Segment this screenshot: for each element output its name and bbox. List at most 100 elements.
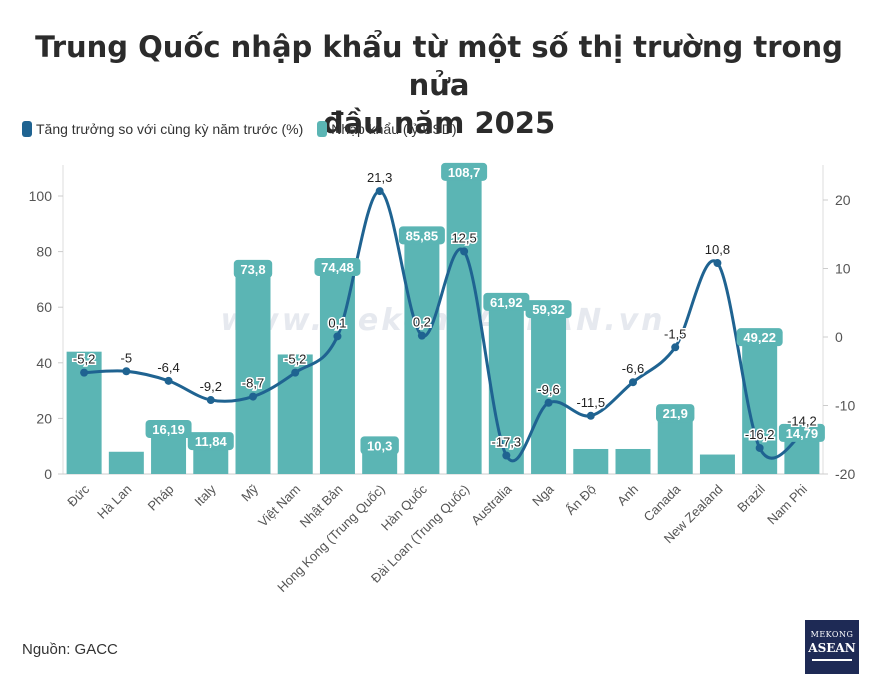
left-tick-label: 20 (36, 410, 52, 426)
chart-title-line-2: đầu năm 2025 (322, 106, 556, 140)
growth-point-5 (249, 392, 257, 401)
growth-value-label: -8,7 (242, 376, 264, 391)
growth-value-label: -6,4 (157, 360, 179, 375)
logo-underline (812, 659, 852, 661)
bar-value-box (525, 300, 572, 319)
right-tick-label: 20 (835, 192, 851, 208)
growth-point-7 (333, 332, 342, 341)
growth-point-12 (544, 398, 553, 407)
category-label: Nga (529, 481, 557, 509)
logo-top-text: MEKONG (810, 630, 854, 639)
growth-point-3 (164, 376, 173, 385)
combo-chart: www.MekongASEAN.vn 0 20 40 60 80 100 -20 -10 0 10… (29, 162, 855, 595)
bar-15 (657, 413, 693, 474)
growth-value-label: -1,5 (664, 326, 686, 341)
growth-point-16 (713, 259, 722, 268)
growth-value-label: -9,6 (537, 382, 559, 397)
growth-point-17 (755, 443, 764, 452)
bar-10 (446, 171, 482, 474)
right-tick-label: -20 (835, 466, 855, 482)
growth-value-label: -17,3 (492, 435, 522, 450)
right-tick-label: 0 (835, 329, 843, 345)
bar-value-label: 14,79 (786, 426, 819, 441)
growth-value-label: -5,2 (73, 352, 95, 367)
growth-value-label: -5 (121, 350, 133, 365)
category-label: Việt Nam (255, 482, 303, 530)
bar-value-box (441, 162, 488, 181)
legend-label-growth: Tăng trưởng so với cùng kỳ năm trước (%) (36, 121, 304, 137)
category-label: Đức (64, 481, 92, 509)
left-tick-label: 100 (29, 188, 53, 204)
bar-12 (531, 309, 567, 474)
bar-value-label: 16,19 (152, 422, 185, 437)
category-label: Pháp (145, 482, 177, 514)
bar-value-label: 74,48 (321, 260, 354, 275)
growth-value-label: 0,1 (328, 315, 346, 330)
bar-2 (108, 451, 144, 474)
legend-item-growth[interactable]: Tăng trưởng so với cùng kỳ năm trước (%) (22, 121, 303, 137)
category-label: Hà Lan (94, 482, 134, 522)
bar-value-label: 11,84 (195, 434, 228, 449)
category-label: Australia (468, 481, 515, 528)
category-label: Brazil (734, 481, 768, 515)
legend-swatch-growth (22, 121, 32, 137)
category-label: Italy (191, 481, 219, 509)
category-label: Nam Phi (764, 481, 810, 527)
growth-point-11 (502, 451, 511, 460)
bar-value-box (483, 292, 530, 311)
mekong-asean-logo: MEKONG ASEAN (805, 620, 859, 674)
bar-value-label: 21,9 (663, 406, 688, 421)
labels-layer: 16,19 11,84 73,8 74,48 10,3 85,85 108,7 61,92 59… (71, 162, 825, 455)
legend-swatch-imports (317, 121, 328, 137)
bar-value-box (360, 436, 399, 455)
source-note: Nguồn: GACC (22, 641, 118, 658)
growth-value-label: 12,5 (451, 230, 476, 245)
watermark-text: www.MekongASEAN.vn (220, 303, 665, 338)
left-tick-label: 40 (36, 355, 52, 371)
left-tick-label: 0 (44, 466, 52, 482)
left-tick-label: 60 (36, 299, 52, 315)
growth-value-label: -9,2 (200, 379, 222, 394)
bar-value-label: 108,7 (448, 165, 481, 180)
growth-point-1 (80, 368, 89, 377)
bar-value-box (187, 432, 234, 451)
bar-14 (615, 448, 651, 474)
chart-title: Trung Quốc nhập khẩu từ một số thị trườn… (0, 28, 878, 142)
growth-value-label: 0,2 (413, 315, 431, 330)
category-label: Anh (614, 482, 641, 509)
growth-point-2 (122, 367, 131, 376)
bar-value-box (656, 404, 695, 423)
legend-item-imports[interactable]: Nhập khẩu (tỷ USD) (317, 121, 457, 137)
growth-point-8 (375, 187, 384, 196)
bar-value-box (778, 423, 825, 442)
growth-value-label: -5,2 (284, 352, 306, 367)
growth-point-10 (460, 247, 469, 256)
growth-point-9 (417, 331, 426, 340)
category-label: Ấn Độ (563, 482, 599, 518)
bars-layer (66, 171, 820, 474)
growth-point-4 (206, 396, 215, 405)
growth-value-label: -16,2 (745, 427, 775, 442)
bar-value-box (233, 259, 273, 278)
growth-value-label: 21,3 (367, 170, 392, 185)
growth-line (84, 189, 803, 463)
left-tick-label: 80 (36, 244, 52, 260)
bar-value-label: 85,85 (406, 228, 439, 243)
chart-title-line-1: Trung Quốc nhập khẩu từ một số thị trườn… (35, 30, 843, 102)
bar-value-box (145, 419, 192, 438)
bar-value-label: 49,22 (743, 330, 776, 345)
growth-value-label: 10,8 (705, 242, 730, 257)
legend: Tăng trưởng so với cùng kỳ năm trước (%)… (22, 121, 457, 137)
bar-value-label: 61,92 (490, 295, 523, 310)
logo-main-text: ASEAN (808, 641, 856, 655)
right-tick-label: 10 (835, 261, 851, 277)
legend-label-imports: Nhập khẩu (tỷ USD) (331, 121, 457, 137)
bar-value-label: 73,8 (240, 262, 265, 277)
bar-16 (699, 454, 735, 474)
growth-point-6 (291, 368, 300, 377)
bar-value-box (314, 257, 361, 276)
bar-value-box (736, 328, 783, 347)
growth-point-15 (671, 343, 680, 352)
growth-point-13 (586, 411, 595, 420)
bar-5 (235, 268, 271, 474)
